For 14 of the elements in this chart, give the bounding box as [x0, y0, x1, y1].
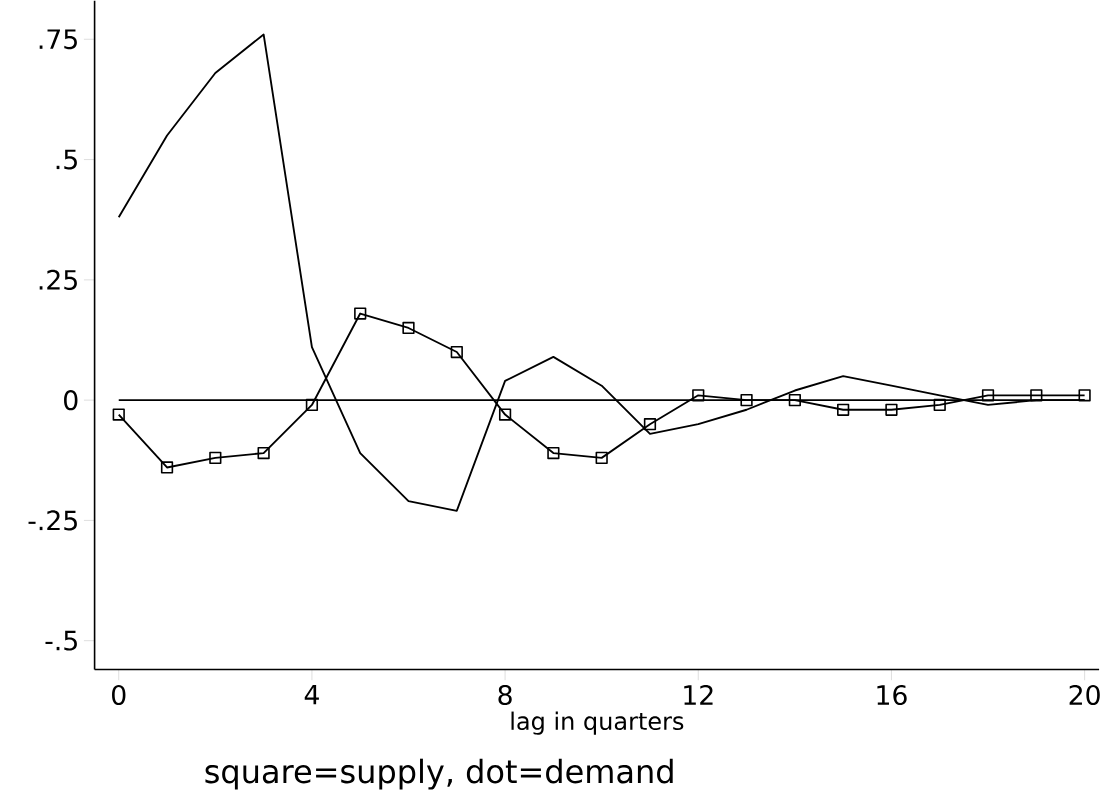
y-tick-label: -.5 [45, 630, 77, 651]
text: square=supply, dot=demand [205, 758, 673, 790]
y-tick-label: .25 [39, 269, 77, 290]
x-tick-label: 4 [304, 684, 319, 705]
x-tick-label: 12 [684, 684, 713, 705]
y-tick-label: -.25 [28, 510, 77, 531]
y-tick-label: 0 [64, 389, 78, 410]
x-tick-label: 20 [1069, 684, 1100, 705]
x-axis-title: lag in quarters [511, 711, 684, 735]
x-tick-label: 0 [112, 684, 126, 705]
y-tick-label: .75 [39, 29, 77, 49]
x-tick-label: 8 [498, 684, 512, 705]
y-tick-label: .5 [56, 149, 77, 170]
x-tick-label: 16 [877, 684, 907, 705]
